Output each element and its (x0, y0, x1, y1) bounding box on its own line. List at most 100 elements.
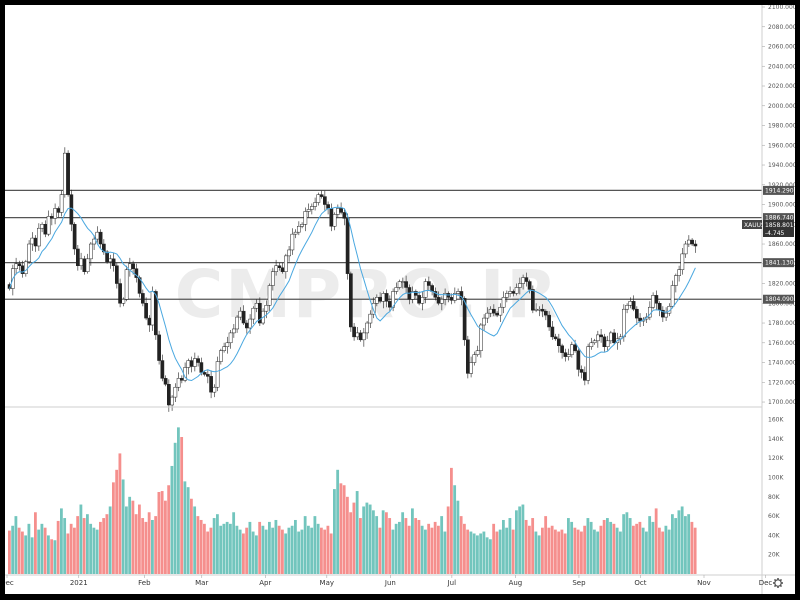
candle[interactable] (160, 360, 165, 379)
candle[interactable] (303, 211, 308, 225)
candle[interactable] (46, 216, 51, 235)
candle[interactable] (342, 212, 347, 219)
candle[interactable] (115, 265, 119, 284)
candle[interactable] (420, 297, 425, 304)
candle[interactable] (154, 291, 158, 336)
candle[interactable] (381, 293, 386, 302)
candle[interactable] (202, 372, 207, 375)
candle[interactable] (98, 231, 103, 245)
candle[interactable] (245, 322, 249, 329)
candle[interactable] (323, 196, 327, 205)
candle[interactable] (687, 239, 691, 245)
candle[interactable] (404, 281, 408, 288)
candle[interactable] (414, 291, 418, 296)
candle[interactable] (358, 332, 363, 341)
candle[interactable] (300, 224, 304, 227)
candlestick-chart[interactable]: CMPRO.IR 1700.0001720.0001740.0001760.00… (5, 5, 795, 594)
candle[interactable] (238, 310, 243, 318)
candle[interactable] (508, 291, 512, 294)
candle[interactable] (654, 295, 659, 304)
candle[interactable] (677, 269, 681, 276)
candle[interactable] (550, 326, 555, 338)
candle[interactable] (394, 287, 399, 292)
candle[interactable] (664, 312, 668, 318)
candle[interactable] (72, 224, 77, 250)
candle[interactable] (310, 206, 314, 210)
candle[interactable] (521, 277, 525, 284)
candle[interactable] (566, 354, 571, 357)
candle[interactable] (206, 374, 210, 377)
candle[interactable] (693, 243, 698, 247)
candle[interactable] (53, 208, 57, 219)
candle[interactable] (469, 362, 473, 374)
candle[interactable] (271, 271, 275, 286)
candle[interactable] (76, 248, 80, 266)
candle[interactable] (352, 326, 356, 338)
candle[interactable] (319, 194, 324, 197)
candle[interactable] (482, 317, 486, 326)
candle[interactable] (316, 194, 321, 203)
candle[interactable] (50, 216, 54, 219)
candle[interactable] (427, 281, 431, 286)
candle[interactable] (498, 306, 503, 316)
candle[interactable] (105, 251, 109, 263)
candle[interactable] (82, 258, 87, 272)
gear-icon[interactable] (773, 578, 783, 588)
candle[interactable] (505, 293, 509, 298)
candle[interactable] (466, 339, 470, 374)
candle[interactable] (583, 372, 587, 381)
candle[interactable] (570, 344, 574, 355)
candle[interactable] (241, 310, 246, 324)
candle[interactable] (365, 322, 369, 334)
candle[interactable] (134, 268, 139, 278)
candle[interactable] (453, 293, 457, 301)
candle[interactable] (492, 308, 496, 314)
candle[interactable] (284, 255, 288, 272)
candle[interactable] (495, 312, 499, 316)
candle[interactable] (388, 301, 392, 308)
candle[interactable] (196, 358, 200, 363)
candle[interactable] (297, 225, 301, 233)
candle[interactable] (219, 350, 223, 362)
candle[interactable] (674, 275, 678, 286)
candle[interactable] (189, 360, 194, 367)
candle[interactable] (544, 310, 548, 316)
candle[interactable] (488, 308, 493, 314)
candle[interactable] (267, 285, 272, 306)
candle[interactable] (43, 224, 48, 235)
candle[interactable] (287, 249, 291, 257)
candle[interactable] (118, 283, 122, 304)
candle[interactable] (63, 152, 67, 195)
candle[interactable] (602, 336, 607, 347)
candle[interactable] (518, 283, 522, 288)
candle[interactable] (527, 281, 532, 290)
candle[interactable] (232, 328, 236, 334)
candle[interactable] (586, 346, 590, 381)
candle[interactable] (144, 303, 148, 319)
candle[interactable] (33, 237, 38, 247)
candle[interactable] (85, 258, 90, 272)
candle[interactable] (472, 354, 477, 363)
candle[interactable] (579, 369, 584, 373)
candle[interactable] (537, 308, 542, 311)
candle[interactable] (449, 297, 454, 301)
candle[interactable] (313, 202, 317, 207)
candle[interactable] (163, 378, 168, 385)
candle[interactable] (384, 293, 389, 302)
candle[interactable] (436, 297, 441, 304)
candle[interactable] (690, 239, 694, 245)
candle[interactable] (40, 224, 44, 229)
candle[interactable] (326, 204, 330, 209)
candle[interactable] (14, 263, 18, 269)
candle[interactable] (290, 233, 295, 251)
candle[interactable] (534, 308, 538, 311)
candle[interactable] (30, 237, 35, 245)
candle[interactable] (625, 305, 629, 310)
candle[interactable] (248, 318, 252, 329)
candle[interactable] (24, 261, 28, 274)
candle[interactable] (141, 293, 145, 304)
candle[interactable] (622, 308, 626, 338)
candle[interactable] (573, 344, 577, 351)
candle[interactable] (209, 376, 213, 393)
candle[interactable] (157, 334, 161, 361)
